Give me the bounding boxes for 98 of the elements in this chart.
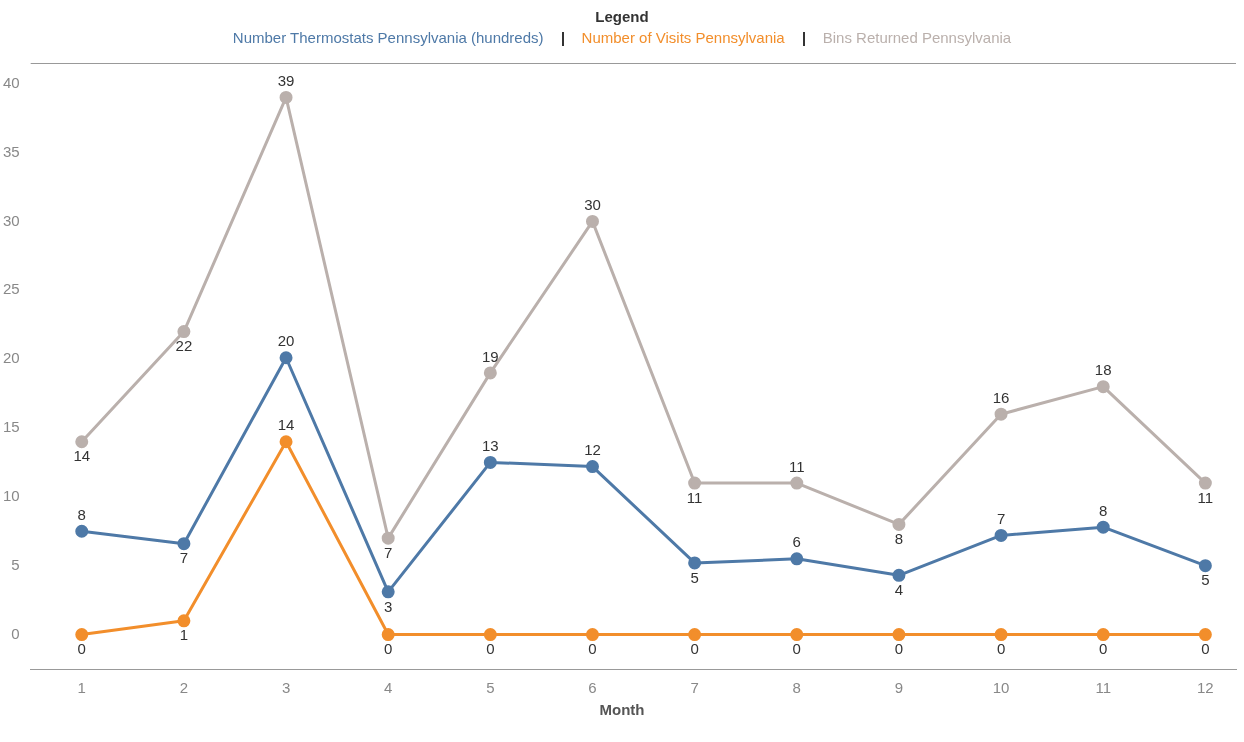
point	[1096, 520, 1110, 534]
point	[75, 435, 89, 449]
data-label: 0	[588, 640, 597, 658]
text: Number Thermostats Pennsylvania (hundreds)	[232, 29, 544, 46]
text: Number of Visits Pennsylvania	[581, 29, 785, 46]
data-label: 1	[179, 626, 189, 644]
point	[483, 366, 497, 380]
point	[790, 552, 804, 566]
data-label: 11	[1197, 488, 1214, 506]
data-label: 7	[996, 510, 1006, 528]
point	[1096, 380, 1110, 394]
point	[994, 628, 1008, 642]
point	[585, 214, 599, 228]
data-label: 0	[1201, 640, 1210, 658]
point	[1096, 628, 1110, 642]
data-label: 22	[175, 337, 193, 355]
point	[994, 528, 1008, 542]
data-label: 14	[277, 416, 295, 434]
data-label: 20	[277, 332, 295, 350]
point	[279, 90, 293, 104]
point	[381, 628, 395, 642]
point	[75, 524, 89, 538]
x-tick-label: 3	[281, 679, 291, 697]
y-tick-label: 25	[3, 280, 20, 298]
point	[1198, 628, 1212, 642]
x-tick-label: 5	[486, 679, 495, 697]
point	[688, 556, 702, 570]
point	[177, 614, 191, 628]
point	[790, 476, 804, 490]
legend-title: Legend	[594, 8, 650, 25]
point	[892, 568, 906, 582]
x-tick-label: 11	[1095, 679, 1111, 697]
point	[381, 585, 395, 599]
x-tick-label: 4	[384, 679, 393, 697]
point	[1198, 476, 1212, 490]
y-tick-label: 20	[3, 349, 20, 367]
y-tick-label: 40	[3, 73, 20, 91]
data-label: 0	[996, 640, 1006, 658]
data-label: 30	[584, 196, 601, 214]
data-label: 4	[894, 580, 904, 598]
data-label: 39	[277, 72, 295, 90]
data-label: 3	[384, 597, 393, 615]
data-label: 0	[792, 640, 801, 658]
point	[994, 407, 1008, 421]
y-tick-label: 30	[3, 211, 20, 229]
data-label: 5	[690, 568, 699, 586]
point	[688, 628, 702, 642]
data-label: 8	[1099, 501, 1108, 519]
x-tick-label: 2	[179, 679, 189, 697]
y-tick-label: 0	[11, 624, 20, 642]
x-tick-label: 1	[77, 679, 86, 697]
point	[279, 351, 293, 365]
data-label: 7	[384, 543, 393, 561]
y-tick-label: 10	[3, 486, 20, 504]
data-label: 0	[690, 640, 699, 658]
y-tick-label: 5	[11, 555, 20, 573]
data-label: 6	[792, 533, 801, 551]
point	[585, 628, 599, 642]
y-tick-label: 35	[3, 142, 20, 160]
point	[483, 628, 497, 642]
data-label: 18	[1094, 361, 1112, 379]
point	[892, 628, 906, 642]
data-label: 5	[1201, 571, 1210, 589]
point	[790, 628, 804, 642]
data-label: 19	[481, 347, 499, 365]
data-label: 0	[77, 640, 86, 658]
point	[381, 531, 395, 545]
x-tick-label: 9	[894, 679, 904, 697]
data-label: 0	[486, 640, 495, 658]
data-label: 16	[992, 388, 1010, 406]
point	[177, 325, 191, 339]
point	[585, 460, 599, 474]
x-tick-label: 7	[690, 679, 699, 697]
point	[177, 537, 191, 551]
data-label: 13	[481, 437, 499, 455]
data-label: 11	[686, 488, 703, 506]
y-tick-label: 15	[3, 418, 20, 436]
data-label: 8	[894, 530, 904, 548]
text: Bins Returned Pennsylvania	[822, 29, 1012, 46]
x-tick-label: 12	[1197, 679, 1214, 697]
point	[483, 455, 497, 469]
data-label: 14	[73, 447, 91, 465]
x-tick-label: 8	[792, 679, 801, 697]
data-label: 0	[1099, 640, 1108, 658]
x-tick-label: 6	[588, 679, 597, 697]
point	[75, 628, 89, 642]
data-label: 7	[179, 549, 189, 567]
data-label: 0	[384, 640, 393, 658]
data-label: 12	[584, 441, 601, 459]
x-tick-label: 10	[992, 679, 1010, 697]
data-label: 8	[77, 505, 86, 523]
x-axis-title: Month	[598, 701, 646, 718]
data-label: 0	[894, 640, 904, 658]
data-label: 11	[788, 457, 805, 475]
point	[688, 476, 702, 490]
point	[892, 517, 906, 531]
point	[279, 435, 293, 449]
point	[1198, 559, 1212, 573]
